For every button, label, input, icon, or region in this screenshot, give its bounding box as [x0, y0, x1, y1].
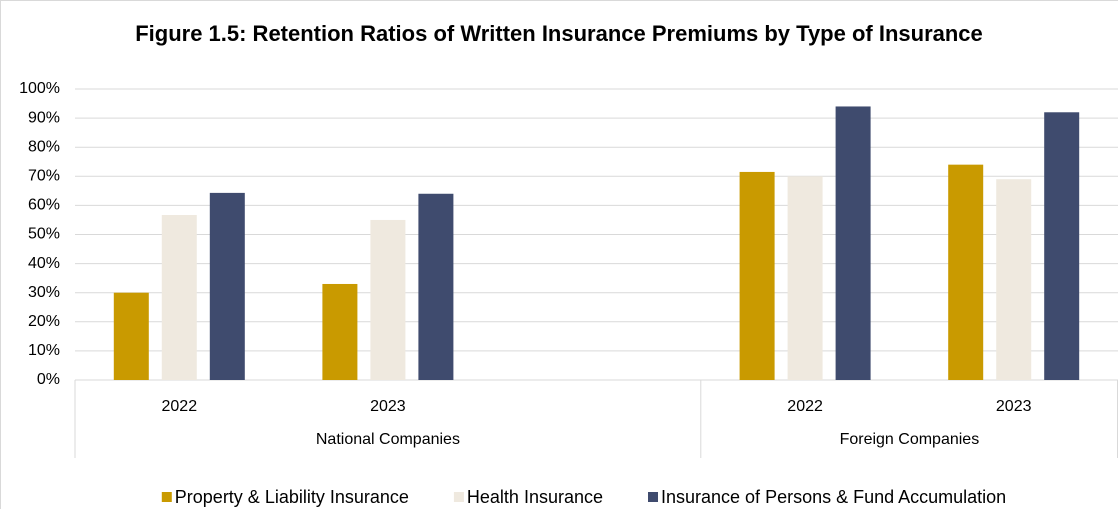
y-tick-label: 80%	[28, 138, 60, 155]
y-tick-label: 40%	[28, 255, 60, 272]
x-tick-label: 2022	[162, 398, 198, 415]
legend-label: Health Insurance	[467, 487, 603, 507]
group-label: Foreign Companies	[840, 431, 980, 448]
bar	[113, 292, 149, 380]
y-tick-label: 30%	[28, 284, 60, 301]
bar	[787, 176, 823, 380]
y-tick-label: 100%	[19, 80, 60, 97]
legend-label: Insurance of Persons & Fund Accumulation	[661, 487, 1006, 507]
bar	[322, 283, 358, 380]
y-tick-label: 70%	[28, 168, 60, 185]
legend-swatch	[648, 492, 659, 502]
y-tick-label: 50%	[28, 226, 60, 243]
bar	[739, 171, 775, 380]
x-tick-label: 2022	[787, 398, 823, 415]
bar	[161, 215, 197, 380]
y-tick-label: 10%	[28, 342, 60, 359]
bar	[1044, 112, 1080, 380]
legend-swatch	[161, 492, 172, 502]
bar	[948, 164, 984, 380]
bar	[209, 192, 245, 380]
bar	[835, 106, 871, 381]
group-label: National Companies	[316, 431, 460, 448]
y-tick-label: 60%	[28, 197, 60, 214]
bar	[418, 193, 454, 380]
chart-title: Figure 1.5: Retention Ratios of Written …	[135, 21, 983, 46]
y-tick-label: 20%	[28, 313, 60, 330]
bar	[370, 219, 406, 380]
x-tick-label: 2023	[370, 398, 406, 415]
legend-swatch	[453, 492, 464, 502]
bar	[996, 179, 1032, 380]
y-tick-label: 90%	[28, 109, 60, 126]
x-tick-label: 2023	[996, 398, 1032, 415]
y-tick-label: 0%	[37, 371, 60, 388]
legend-label: Property & Liability Insurance	[175, 487, 409, 507]
